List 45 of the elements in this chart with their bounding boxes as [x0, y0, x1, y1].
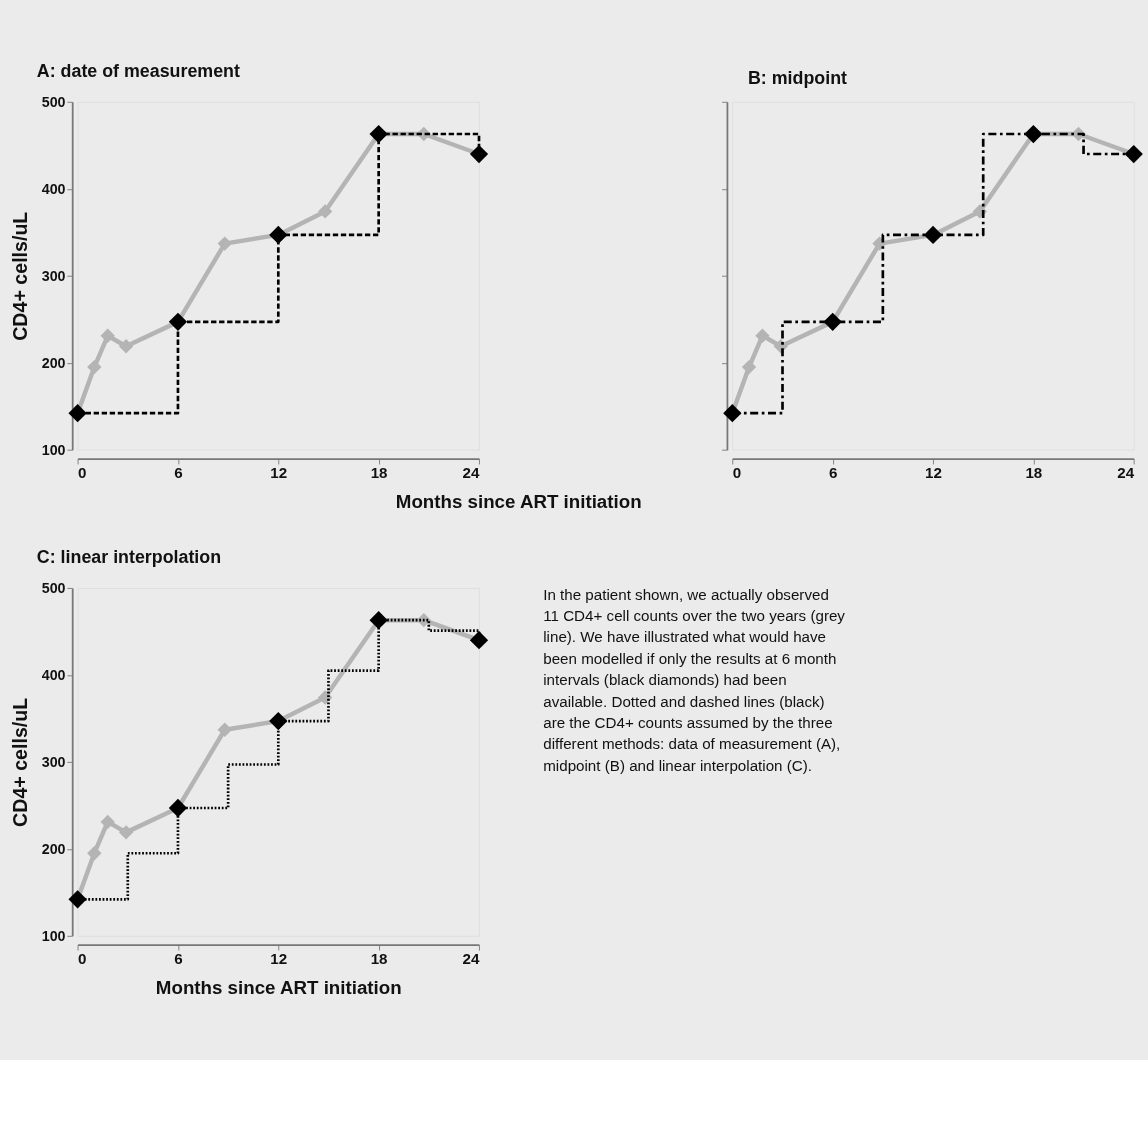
y-axis-title: CD4+ cells/uL: [8, 697, 31, 827]
point: [755, 328, 770, 343]
y-axis-title: CD4+ cells/uL: [8, 211, 31, 341]
point: [217, 722, 232, 737]
x-tick-label: 0: [78, 949, 87, 967]
x-axis-title: Months since ART initiation: [155, 977, 402, 999]
y-tick-label: 200: [41, 354, 66, 371]
chart-title: C: linear interpolation: [36, 547, 222, 567]
x-tick-label: 18: [1025, 463, 1043, 481]
point: [100, 814, 115, 830]
x-tick-label: 12: [270, 949, 288, 967]
y-tick-label: 100: [41, 441, 66, 458]
x-tick-label: 12: [925, 463, 942, 481]
point: [118, 339, 134, 354]
y-tick-label: 200: [41, 840, 66, 857]
x-tick-label: 12: [270, 463, 288, 481]
point: [872, 236, 887, 251]
x-tick-label: 6: [828, 463, 838, 481]
x-tick-label: 0: [78, 463, 87, 481]
point: [118, 825, 134, 840]
point: [87, 359, 102, 375]
y-tick-label: 400: [41, 180, 66, 197]
point: [217, 236, 232, 251]
x-tick-label: 0: [732, 463, 742, 481]
point: [87, 846, 102, 861]
y-tick-label: 300: [41, 267, 66, 284]
chart-title: A: date of measurement: [36, 60, 240, 81]
chart-title: B: midpoint: [747, 67, 848, 88]
x-tick-label: 18: [370, 463, 388, 481]
point: [317, 204, 333, 219]
x-axis-title: Months since ART initiation: [395, 491, 642, 513]
y-tick-label: 500: [41, 579, 66, 596]
text: In the patient shown, we actually observed 11 CD4+ cell counts over the two years (grey line). We have illustrated what would have been modelled if only the results at 6 month intervals (black diamonds) had been available. Dotted and dashed lines (black) are the CD4+ counts assumed by the three different methods: data of measurement (A), midpoint (B) and linear interpolation (C).: [543, 585, 845, 774]
y-tick-label: 500: [41, 93, 66, 110]
x-tick-label: 24: [462, 463, 481, 481]
x-tick-label: 24: [1117, 463, 1135, 481]
x-tick-label: 6: [174, 949, 183, 967]
point: [741, 359, 757, 375]
x-tick-label: 18: [370, 949, 388, 967]
y-tick-label: 400: [41, 666, 66, 683]
x-tick-label: 6: [174, 463, 183, 481]
y-tick-label: 300: [41, 753, 66, 770]
point: [100, 328, 115, 343]
x-tick-label: 24: [462, 949, 481, 967]
y-tick-label: 100: [41, 927, 66, 944]
